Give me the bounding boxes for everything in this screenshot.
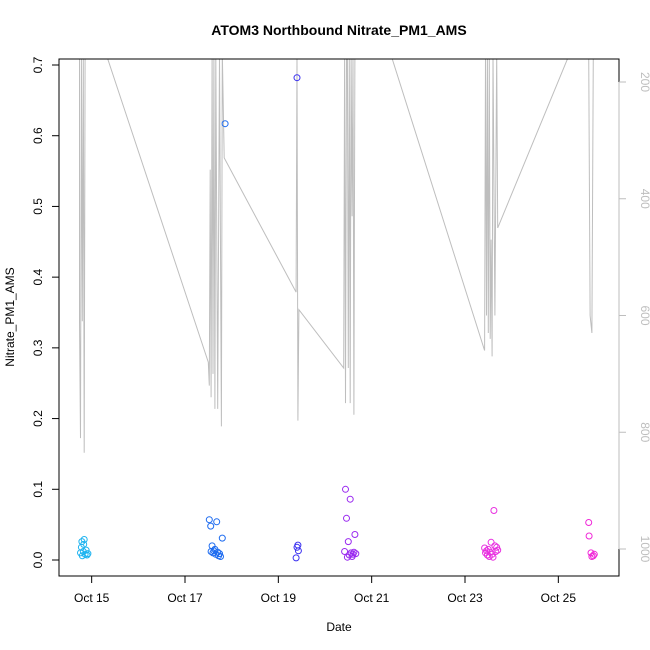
data-point	[82, 546, 90, 554]
y-tick-label: 0.0	[31, 551, 45, 568]
data-point	[218, 534, 226, 542]
y2-tick-label: 200	[638, 72, 650, 92]
y2-tick-label: 400	[638, 189, 650, 209]
data-point	[293, 74, 301, 82]
pressure-line-layer	[79, 59, 594, 453]
x-tick-label: Oct 17	[167, 591, 203, 605]
data-point	[217, 553, 224, 560]
data-point	[207, 522, 215, 530]
y-tick-label: 0.5	[31, 198, 45, 215]
y-tick-label: 0.3	[31, 339, 45, 356]
data-point	[213, 518, 221, 526]
data-point	[487, 538, 495, 546]
pressure-line	[79, 59, 594, 453]
data-point	[292, 554, 300, 562]
y-tick-label: 0.1	[31, 481, 45, 498]
y-tick-label: 0.6	[31, 127, 45, 144]
data-point	[221, 120, 229, 128]
data-point	[492, 548, 500, 555]
y-tick-label: 0.2	[31, 410, 45, 427]
x-axis: Oct 15 Oct 17 Oct 19 Oct 21 Oct 23 Oct 25	[74, 575, 577, 605]
data-point	[351, 531, 359, 538]
x-tick-label: Oct 15	[74, 591, 110, 605]
data-point	[352, 550, 360, 558]
data-point	[341, 548, 349, 555]
data-point	[344, 538, 352, 546]
data-point	[294, 547, 302, 555]
x-axis-label: Date	[326, 620, 352, 634]
data-point	[343, 553, 351, 561]
x-tick-label: Oct 23	[447, 591, 483, 605]
data-point	[216, 550, 223, 558]
x-tick-label: Oct 25	[541, 591, 577, 605]
data-point	[585, 519, 593, 526]
y2-tick-label: 600	[638, 305, 650, 325]
y2-tick-label: 800	[638, 422, 650, 442]
x-tick-label: Oct 21	[354, 591, 390, 605]
data-point	[350, 548, 358, 556]
data-point	[83, 551, 91, 559]
data-point	[490, 507, 498, 514]
data-point	[483, 547, 490, 555]
y-axis-left: 0.0 0.1 0.2 0.3 0.4 0.5 0.6 0.7	[31, 56, 60, 568]
chart-title: ATOM3 Northbound Nitrate_PM1_AMS	[211, 22, 466, 38]
y-axis-label: Nitrate_PM1_AMS	[3, 267, 17, 366]
y-tick-label: 0.7	[31, 56, 45, 73]
data-point	[494, 546, 502, 554]
data-point	[205, 516, 213, 524]
data-point	[84, 550, 92, 558]
data-point	[489, 553, 497, 561]
data-point	[342, 485, 349, 493]
data-point	[80, 536, 88, 543]
y-axis-right: 200 400 600 800 1000	[618, 72, 650, 563]
data-point	[590, 550, 598, 558]
data-point	[210, 547, 218, 555]
points-layer	[77, 74, 598, 562]
data-point	[585, 532, 593, 540]
data-point	[80, 540, 88, 548]
data-point	[347, 549, 355, 557]
data-point	[343, 514, 350, 522]
data-point	[589, 552, 597, 560]
data-point	[346, 495, 354, 503]
x-tick-label: Oct 19	[261, 591, 297, 605]
y-tick-label: 0.4	[31, 268, 45, 285]
y2-tick-label: 1000	[638, 536, 650, 563]
